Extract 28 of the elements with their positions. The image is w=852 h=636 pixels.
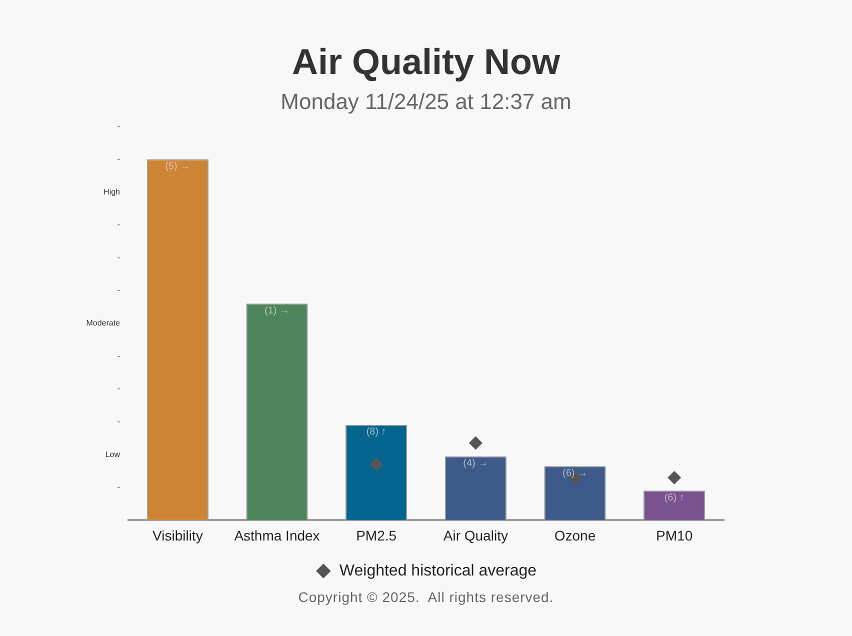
- x-tick-label: Ozone: [554, 527, 596, 544]
- chart-subtitle: Monday 11/24/25 at 12:37 am: [280, 89, 572, 115]
- text: -: [117, 220, 120, 230]
- annotation: (4) →: [463, 458, 488, 470]
- text: Moderate: [86, 318, 121, 328]
- annotation: (1) →: [264, 305, 290, 316]
- text: -: [117, 384, 120, 394]
- chart-title: Air Quality Now: [290, 41, 562, 83]
- legend-label: Weighted historical average: [339, 562, 537, 580]
- text: -: [117, 154, 120, 164]
- x-tick-label: Visibility: [152, 527, 203, 544]
- annotation: (5) →: [165, 161, 190, 172]
- text: -: [117, 252, 120, 262]
- x-tick-label: Asthma Index: [234, 527, 320, 544]
- x-tick-label: PM2.5: [356, 527, 397, 544]
- text: -: [117, 482, 120, 492]
- text: Low: [105, 450, 120, 459]
- text: -: [117, 416, 120, 426]
- annotation: (8) ↑: [366, 426, 386, 438]
- text: -: [117, 286, 120, 295]
- annotation: (6) ↑: [664, 492, 684, 504]
- x-tick-label: Air Quality: [443, 527, 508, 544]
- text: -: [117, 122, 120, 131]
- text: Copyright © 2025. All rights reserved.: [297, 589, 555, 605]
- text: -: [117, 351, 120, 360]
- annotation: (6) →: [562, 468, 588, 479]
- text: High: [104, 187, 120, 196]
- x-tick-label: PM10: [656, 527, 693, 544]
